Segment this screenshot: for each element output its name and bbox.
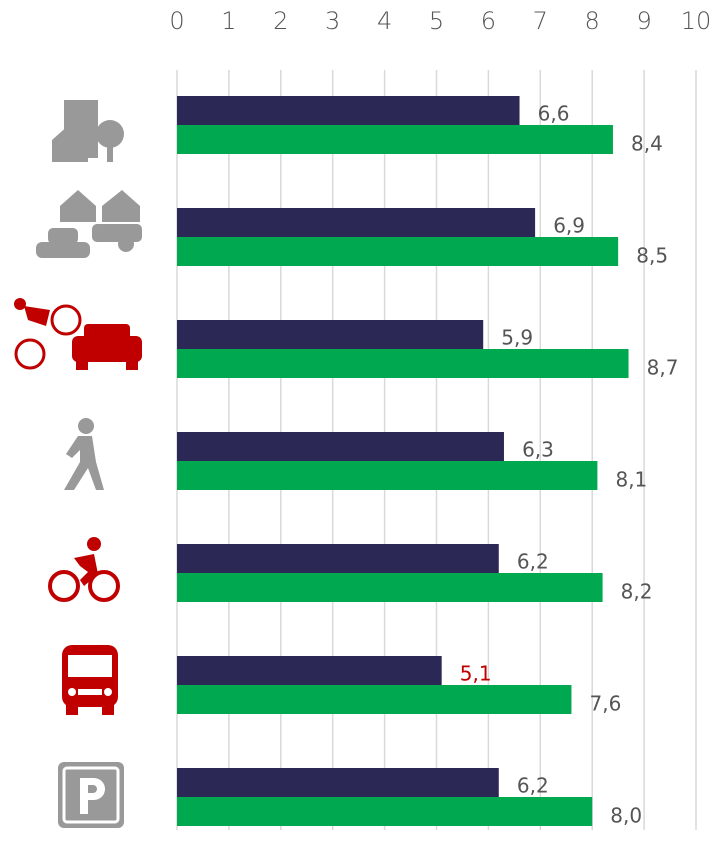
value-label: 8,1: [615, 468, 647, 492]
bar: [177, 768, 499, 797]
x-tick-label: 5: [429, 7, 444, 35]
icon-traffic: [36, 190, 142, 258]
bar: [177, 797, 593, 826]
x-tick-label: 0: [169, 7, 184, 35]
value-label: 6,3: [522, 438, 554, 462]
value-label: 5,9: [501, 326, 533, 350]
icon-bus: [62, 645, 118, 715]
bar: [177, 320, 484, 349]
bar: [177, 685, 572, 714]
bar: [177, 208, 536, 237]
value-label: 8,2: [621, 580, 653, 604]
icon-parking: [58, 762, 124, 828]
value-label: 6,2: [517, 550, 549, 574]
x-tick-label: 8: [585, 7, 600, 35]
category-icons: [14, 100, 142, 828]
bar: [177, 432, 504, 461]
x-tick-label: 9: [636, 7, 651, 35]
x-tick-label: 3: [325, 7, 340, 35]
x-tick-label: 10: [681, 7, 712, 35]
x-tick-label: 1: [221, 7, 236, 35]
value-label: 8,0: [610, 804, 642, 828]
bar: [177, 461, 598, 490]
value-label: 5,1: [460, 662, 492, 686]
bar: [177, 96, 520, 125]
value-label: 7,6: [590, 692, 622, 716]
bar: [177, 656, 442, 685]
icon-accident: [14, 298, 142, 370]
bar: [177, 544, 499, 573]
bar: [177, 237, 619, 266]
value-label: 6,9: [553, 214, 585, 238]
icon-bicycle: [48, 537, 120, 602]
x-tick-label: 6: [481, 7, 496, 35]
x-tick-label: 2: [273, 7, 288, 35]
icon-pedestrian: [64, 418, 104, 490]
value-label: 8,4: [631, 132, 663, 156]
value-label: 6,2: [517, 774, 549, 798]
bar: [177, 125, 613, 154]
bar: [177, 573, 603, 602]
value-label: 8,5: [636, 244, 668, 268]
icon-city: [52, 100, 124, 162]
value-label: 8,7: [647, 356, 679, 380]
x-tick-label: 4: [377, 7, 392, 35]
bar: [177, 349, 629, 378]
value-label: 6,6: [538, 102, 570, 126]
x-tick-label: 7: [533, 7, 548, 35]
